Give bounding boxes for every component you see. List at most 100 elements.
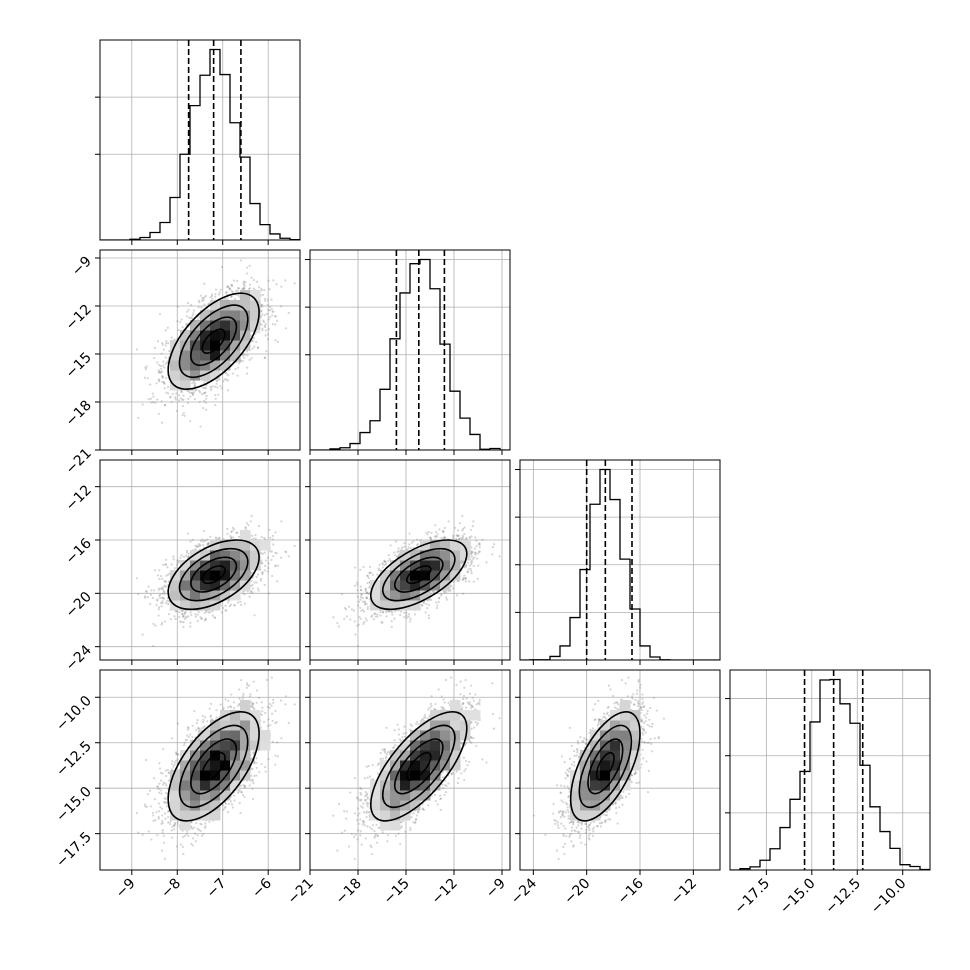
density-cell	[210, 310, 221, 321]
sample-point	[239, 360, 242, 363]
sample-point	[274, 531, 277, 534]
sample-point	[241, 360, 244, 363]
sample-point	[167, 602, 170, 606]
sample-point	[180, 391, 183, 394]
sample-point	[240, 287, 244, 291]
sample-point	[267, 592, 270, 595]
sample-point	[165, 391, 168, 394]
density-cell	[240, 310, 251, 321]
sample-point	[199, 391, 202, 394]
sample-point	[181, 613, 184, 616]
sample-point	[260, 287, 263, 290]
sample-point	[156, 598, 159, 601]
density-cell	[230, 310, 241, 321]
sample-point	[180, 318, 183, 321]
sample-point	[231, 291, 234, 294]
density-cell	[250, 310, 261, 321]
sample-point	[158, 569, 161, 572]
sample-point	[193, 383, 196, 386]
sample-point	[196, 545, 199, 548]
sample-point	[191, 314, 194, 317]
sample-point	[167, 342, 170, 345]
sample-point	[225, 372, 228, 375]
y-tick-label: −9	[69, 254, 95, 280]
sample-point	[190, 391, 194, 394]
sample-point	[263, 313, 266, 317]
sample-point	[185, 315, 189, 318]
sample-point	[179, 397, 182, 400]
sample-point	[242, 287, 246, 290]
sample-point	[276, 580, 279, 583]
sample-point	[226, 532, 229, 536]
sample-point	[218, 291, 221, 294]
sample-point	[165, 376, 168, 380]
sample-point	[152, 395, 155, 398]
sample-point	[150, 589, 153, 592]
sample-point	[181, 404, 184, 408]
sample-point	[199, 294, 202, 297]
sample-point	[194, 613, 197, 616]
sample-point	[161, 621, 164, 625]
sample-point	[245, 372, 249, 375]
sample-point	[293, 282, 296, 285]
sample-point	[274, 315, 277, 318]
density-cell	[190, 330, 201, 341]
sample-point	[259, 577, 263, 580]
sample-point	[195, 545, 198, 548]
sample-point	[161, 421, 164, 424]
sample-point	[161, 586, 164, 590]
sample-point	[263, 288, 266, 292]
sample-point	[232, 528, 236, 531]
sample-point	[268, 305, 272, 308]
sample-point	[250, 579, 253, 583]
sample-point	[268, 536, 272, 539]
sample-point	[223, 297, 226, 301]
sample-point	[209, 385, 212, 388]
sample-point	[155, 382, 158, 385]
sample-point	[160, 400, 163, 403]
sample-point	[158, 312, 162, 316]
sample-point	[262, 320, 266, 323]
sample-point	[233, 603, 236, 607]
sample-point	[166, 573, 170, 576]
density-cell	[230, 340, 241, 351]
sample-point	[153, 589, 156, 592]
sample-point	[261, 571, 264, 574]
sample-point	[170, 336, 173, 339]
sample-point	[162, 589, 165, 593]
sample-point	[167, 392, 170, 395]
sample-point	[161, 600, 164, 603]
sample-point	[241, 590, 244, 593]
sample-point	[145, 368, 148, 371]
sample-point	[167, 613, 171, 616]
sample-point	[205, 610, 208, 613]
sample-point	[165, 558, 168, 561]
sample-point	[219, 288, 222, 291]
sample-point	[178, 399, 181, 402]
sample-point	[246, 266, 249, 269]
density-cell	[190, 320, 201, 331]
density-cell	[210, 330, 221, 341]
sample-point	[203, 539, 206, 542]
sample-point	[252, 279, 255, 282]
sample-point	[250, 357, 253, 360]
sample-point	[213, 616, 216, 619]
sample-point	[229, 603, 233, 606]
sample-point	[162, 585, 165, 588]
sample-point	[250, 330, 253, 333]
sample-point	[264, 356, 267, 359]
density-cell	[180, 340, 191, 351]
sample-point	[161, 592, 164, 595]
sample-point	[172, 555, 175, 558]
sample-point	[270, 550, 273, 553]
sample-point	[203, 386, 206, 389]
sample-point	[156, 340, 160, 343]
sample-point	[248, 358, 251, 361]
sample-point	[191, 393, 195, 396]
sample-point	[159, 371, 163, 374]
histogram-step	[310, 258, 510, 450]
density-cell	[170, 370, 181, 381]
sample-point	[228, 287, 231, 290]
density-cell	[240, 300, 251, 311]
sample-point	[266, 298, 269, 301]
